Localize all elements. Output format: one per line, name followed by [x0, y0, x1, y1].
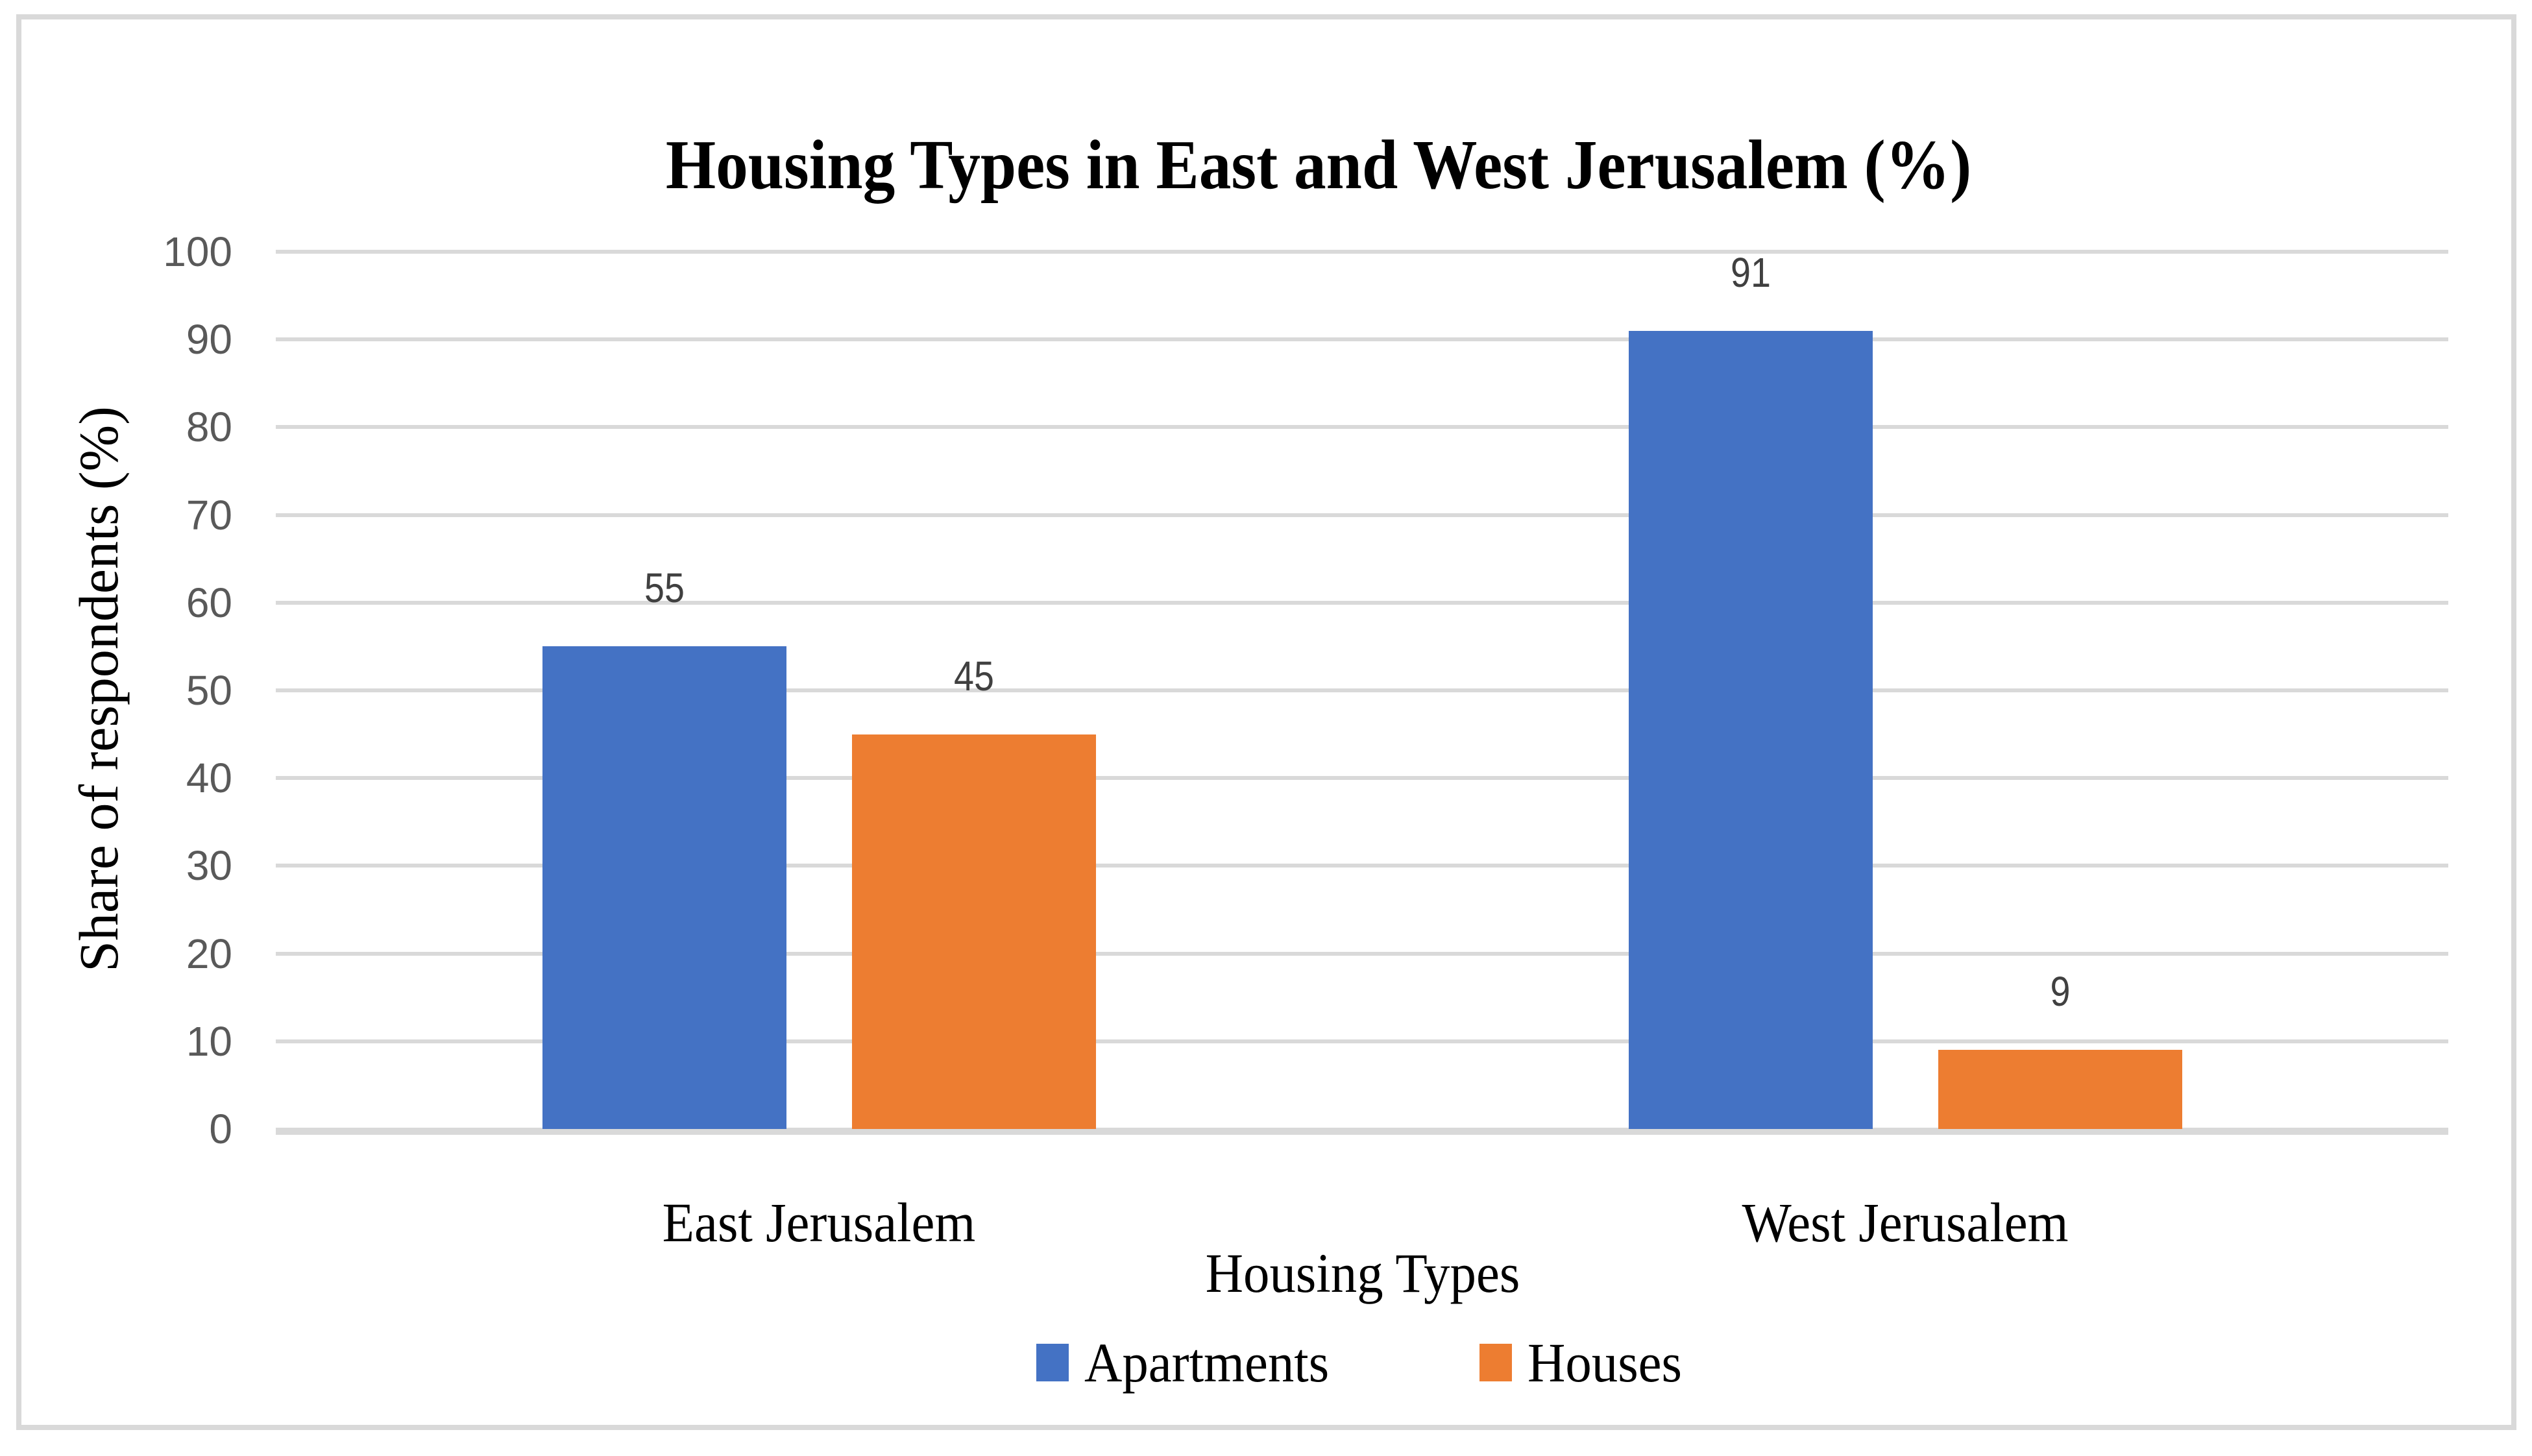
legend-swatch-apartments	[1036, 1344, 1069, 1381]
gridline	[276, 513, 2448, 517]
y-tick-label: 80	[186, 404, 232, 451]
legend-swatch-houses	[1479, 1344, 1512, 1381]
bar-apartments-west-jerusalem	[1628, 330, 1873, 1129]
x-category-label-west-jerusalem: West Jerusalem	[1742, 1191, 2069, 1254]
data-label-houses-west-jerusalem: 9	[2050, 968, 2070, 1015]
gridline	[276, 864, 2448, 868]
y-tick-label: 100	[163, 228, 232, 275]
y-tick-label: 40	[186, 755, 232, 802]
y-tick-label: 20	[186, 930, 232, 977]
legend-label-houses: Houses	[1528, 1331, 1683, 1394]
data-label-apartments-west-jerusalem: 91	[1730, 249, 1771, 296]
bar-houses-west-jerusalem	[1938, 1050, 2182, 1129]
x-axis-line	[276, 1128, 2448, 1135]
data-label-houses-east-jerusalem: 45	[953, 652, 994, 699]
y-tick-label: 0	[209, 1106, 232, 1152]
gridline	[276, 600, 2448, 605]
y-tick-label: 90	[186, 316, 232, 363]
gridline	[276, 250, 2448, 254]
chart-border-frame	[16, 14, 2516, 1430]
gridline	[276, 337, 2448, 342]
gridline	[276, 688, 2448, 692]
legend-item-apartments: Apartments	[1036, 1331, 1345, 1394]
legend-item-houses: Houses	[1479, 1331, 1692, 1394]
gridline	[276, 1039, 2448, 1043]
y-tick-label: 70	[186, 491, 232, 539]
gridline	[276, 951, 2448, 956]
bar-houses-east-jerusalem	[851, 734, 1096, 1129]
x-axis-title: Housing Types	[1205, 1242, 1520, 1304]
chart-title: Housing Types in East and West Jerusalem…	[665, 127, 1972, 204]
gridline	[276, 425, 2448, 430]
y-tick-label: 60	[186, 579, 232, 626]
y-tick-label: 50	[186, 667, 232, 714]
y-tick-label: 30	[186, 842, 232, 890]
legend-label-apartments: Apartments	[1084, 1331, 1330, 1394]
data-label-apartments-east-jerusalem: 55	[644, 564, 685, 612]
x-category-label-east-jerusalem: East Jerusalem	[662, 1191, 976, 1254]
y-tick-label: 10	[186, 1017, 232, 1065]
bar-apartments-east-jerusalem	[542, 646, 786, 1129]
gridline	[276, 776, 2448, 781]
